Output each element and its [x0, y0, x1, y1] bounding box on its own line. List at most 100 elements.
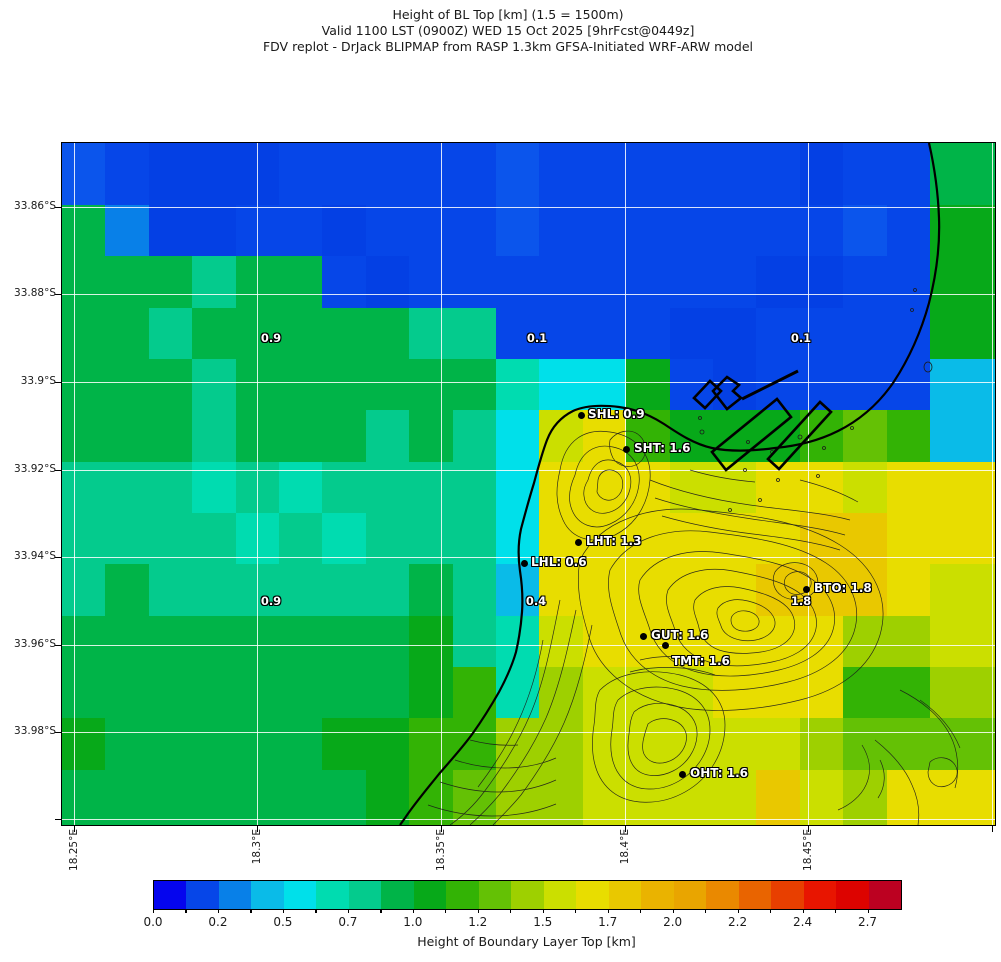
- map-cell: [409, 718, 453, 770]
- map-cell: [279, 410, 322, 462]
- colorbar-tick: [770, 909, 772, 913]
- map-cell: [453, 359, 496, 410]
- map-cell: [843, 359, 887, 410]
- title-line-1: Height of BL Top [km] (1.5 = 1500m): [392, 7, 624, 22]
- map-cell: [366, 564, 409, 616]
- map-cell: [279, 143, 322, 205]
- y-axis-label: 33.88°S: [14, 287, 56, 299]
- map-cell: [756, 143, 800, 205]
- islet-marks: [698, 288, 933, 512]
- colorbar-segment: [738, 881, 772, 909]
- map-cell: [887, 410, 930, 462]
- gridline-horizontal: [62, 819, 995, 820]
- map-cell: [453, 513, 496, 564]
- map-cell: [670, 205, 713, 256]
- map-cell: [670, 667, 713, 718]
- map-cell: [62, 410, 105, 462]
- gridline-horizontal: [62, 382, 995, 383]
- map-cell: [496, 256, 539, 308]
- y-axis-tick: [55, 819, 62, 821]
- map-cell: [409, 308, 453, 359]
- map-cell: [887, 359, 930, 410]
- map-cell: [539, 513, 583, 564]
- map-cell: [713, 143, 756, 205]
- map-cell: [626, 564, 670, 616]
- map-cell: [843, 410, 887, 462]
- gridline-horizontal: [62, 557, 995, 558]
- station-label: SHL: 0.9: [588, 407, 645, 421]
- map-cell: [539, 143, 583, 205]
- map-cell: [279, 564, 322, 616]
- map-cell: [366, 667, 409, 718]
- map-cell: [192, 308, 236, 359]
- colorbar-tick: [477, 909, 479, 913]
- x-axis-tick: [992, 825, 994, 832]
- colorbar-tick: [672, 909, 674, 913]
- map-cell: [670, 770, 713, 825]
- map-cell: [279, 770, 322, 825]
- map-cell: [322, 667, 366, 718]
- gridline-horizontal: [62, 207, 995, 208]
- gridpoint-value-label: 0.9: [260, 331, 282, 345]
- map-cell: [800, 718, 843, 770]
- map-cell: [756, 513, 800, 564]
- map-cell: [539, 308, 583, 359]
- map-cell: [409, 770, 453, 825]
- map-cell: [973, 143, 995, 205]
- map-cell: [62, 359, 105, 410]
- map-cell: [149, 616, 192, 667]
- gridpoint-value-label: 0.9: [260, 594, 282, 608]
- map-cell: [670, 143, 713, 205]
- terrain-contours: [427, 430, 961, 825]
- map-cell: [713, 256, 756, 308]
- map-cell: [192, 410, 236, 462]
- map-cell: [192, 256, 236, 308]
- map-cell: [105, 308, 149, 359]
- map-cell: [279, 308, 322, 359]
- colorbar: [153, 880, 902, 910]
- gridline-vertical: [992, 143, 993, 825]
- colorbar-segment: [511, 881, 544, 909]
- map-cell: [887, 256, 930, 308]
- map-cell: [800, 256, 843, 308]
- station-label: GUT: 1.6: [651, 628, 709, 642]
- x-axis-tick: [441, 825, 443, 832]
- map-cell: [453, 256, 496, 308]
- map-cell: [322, 359, 366, 410]
- colorbar-tick-label: 0.7: [338, 915, 358, 929]
- map-cell: [843, 770, 887, 825]
- map-cell: [887, 564, 930, 616]
- colorbar-segment: [251, 881, 284, 909]
- map-cell: [366, 308, 409, 359]
- gridpoint-value-label: 0.1: [526, 331, 548, 345]
- colorbar-tick: [542, 909, 544, 913]
- colorbar-tick: [445, 909, 447, 913]
- map-cell: [409, 359, 453, 410]
- station-marker: [678, 770, 686, 778]
- map-cell: [887, 308, 930, 359]
- station-marker: [520, 559, 528, 567]
- map-cell: [626, 308, 670, 359]
- station-label: LHL: 0.6: [531, 555, 587, 569]
- station-label: LHT: 1.3: [586, 534, 642, 548]
- colorbar-segment: [706, 881, 739, 909]
- gridline-horizontal: [62, 470, 995, 471]
- map-cell: [105, 256, 149, 308]
- map-cell: [105, 667, 149, 718]
- map-cell: [887, 616, 930, 667]
- map-cell: [105, 205, 149, 256]
- gridline-horizontal: [62, 294, 995, 295]
- map-cell: [105, 359, 149, 410]
- map-cell: [192, 616, 236, 667]
- map-cell: [887, 513, 930, 564]
- map-cell: [192, 513, 236, 564]
- map-cell: [322, 770, 366, 825]
- map-cell: [322, 718, 366, 770]
- map-cell: [800, 308, 843, 359]
- colorbar-title: Height of Boundary Layer Top [km]: [417, 934, 636, 949]
- map-cell: [973, 770, 995, 825]
- map-cell: [192, 359, 236, 410]
- x-axis-tick: [257, 825, 259, 832]
- map-cell: [713, 513, 756, 564]
